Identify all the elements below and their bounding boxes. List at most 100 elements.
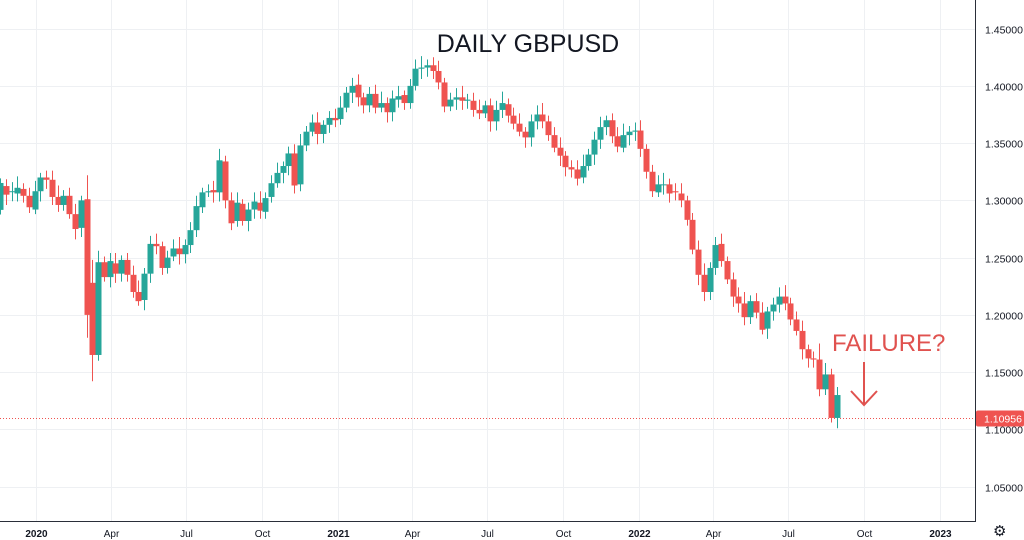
time-tick-label: Apr [104,529,120,540]
candle-body [810,358,817,360]
candle [32,180,39,215]
candle [297,133,304,192]
candle-body [193,206,200,231]
candle-body [741,303,748,318]
candle-body [580,166,587,178]
candle-body [251,201,258,210]
time-tick-label: Jul [180,529,193,540]
time-tick-label: Oct [857,529,873,540]
candle-body [216,160,223,193]
candle-body [95,262,102,355]
candle-body [222,161,229,201]
candle [130,265,137,298]
candle-body [124,259,131,275]
candle-body [401,95,408,104]
candle-body [43,177,50,180]
candle [89,259,96,382]
candle-body [545,121,552,136]
candle [153,233,160,255]
candle [476,99,483,120]
candle-body [107,261,114,278]
candle [222,155,229,209]
candle-body [412,68,419,86]
candle-body [332,117,339,121]
price-tick-label: 1.40000 [985,82,1023,94]
candle-body [407,85,414,104]
price-tick-label: 1.05000 [985,483,1023,495]
candle [632,122,639,141]
candle-body [14,187,21,194]
candle [695,240,702,286]
candle [660,172,667,195]
candle [118,255,125,282]
candle-body [568,167,575,170]
candle-body [660,184,667,186]
candle [545,115,552,141]
price-tick-label: 1.20000 [985,311,1023,323]
candle-body [159,246,166,268]
candle-body [447,99,454,107]
candle-body [753,301,760,313]
candle-body [89,282,96,355]
candle-body [539,114,546,122]
candle-body [112,263,119,274]
candle [580,154,587,184]
candle-body [343,92,350,108]
candle-body [20,188,27,196]
candle [637,120,644,157]
candle-body [285,153,292,167]
candle [228,192,235,231]
candle-body [695,249,702,275]
candle-body [314,122,321,134]
candle-body [672,191,679,193]
candle-body [349,85,356,93]
candle [187,222,194,254]
candle [597,116,604,149]
candle [828,368,835,423]
candle-body [574,169,581,179]
candle-body [72,214,79,230]
candle-body [510,115,517,124]
candle-body [326,117,333,125]
candle-body [585,154,592,167]
candle-body [822,374,829,390]
time-tick-label: 2020 [25,529,48,540]
candle-body [26,195,33,208]
candle-body [210,190,217,193]
candle [482,100,489,118]
candle-body [360,97,367,106]
candle [9,182,16,202]
candle-body [435,70,442,83]
candle-body [643,148,650,172]
candle-body [355,84,362,98]
candle-body [395,96,402,100]
candle [55,185,62,212]
candle-body [793,319,800,331]
candle-body [303,131,310,146]
candle [285,146,292,176]
candle [470,92,477,117]
candle-body [689,219,696,250]
candle [712,237,719,275]
candle-body [730,279,737,297]
candle [453,88,460,110]
candle-body [384,103,391,113]
candle [753,293,760,319]
candle [672,183,679,201]
candle [816,343,823,397]
candle [516,113,523,137]
candle [0,178,4,215]
candle [787,297,794,326]
candle [528,114,535,147]
candle-body [637,130,644,149]
candle [216,148,223,202]
candle [95,250,102,361]
gear-icon[interactable]: ⚙ [993,522,1006,540]
candle-body [776,296,783,305]
candle-body [787,303,794,320]
price-axis: 1.05000 1.10000 1.15000 1.20000 1.25000 1.300… [985,25,1023,495]
time-tick-label: Jul [782,529,795,540]
candle [747,295,754,325]
candle [26,187,33,213]
